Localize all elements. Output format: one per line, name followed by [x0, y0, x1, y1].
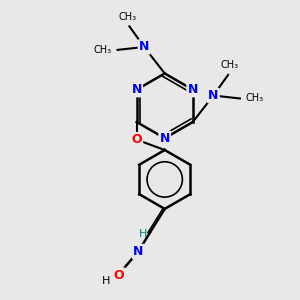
Text: N: N — [208, 89, 219, 102]
Text: CH₃: CH₃ — [246, 94, 264, 103]
Text: N: N — [188, 83, 198, 96]
Text: O: O — [131, 133, 142, 146]
Text: N: N — [160, 132, 170, 145]
Text: N: N — [133, 245, 143, 258]
Text: CH₃: CH₃ — [94, 45, 112, 55]
Text: O: O — [114, 268, 124, 282]
Text: CH₃: CH₃ — [119, 12, 137, 22]
Text: H: H — [139, 229, 147, 239]
Text: H: H — [102, 276, 110, 286]
Text: CH₃: CH₃ — [220, 61, 238, 70]
Text: N: N — [139, 40, 149, 53]
Text: N: N — [131, 83, 142, 96]
